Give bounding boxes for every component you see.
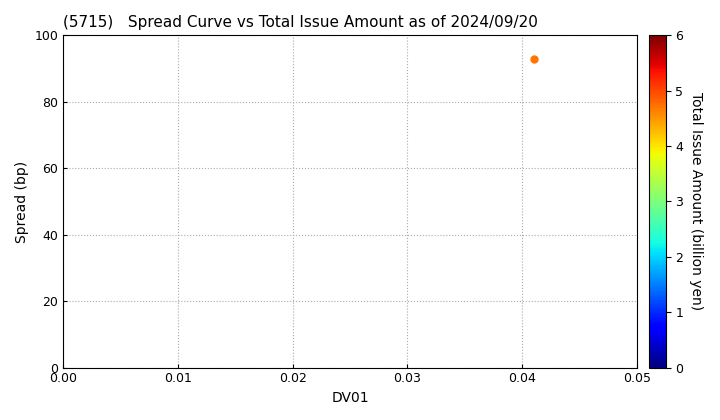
Point <box>528 55 539 62</box>
Y-axis label: Spread (bp): Spread (bp) <box>15 160 29 242</box>
Y-axis label: Total Issue Amount (billion yen): Total Issue Amount (billion yen) <box>689 92 703 310</box>
X-axis label: DV01: DV01 <box>331 391 369 405</box>
Text: (5715)   Spread Curve vs Total Issue Amount as of 2024/09/20: (5715) Spread Curve vs Total Issue Amoun… <box>63 15 538 30</box>
